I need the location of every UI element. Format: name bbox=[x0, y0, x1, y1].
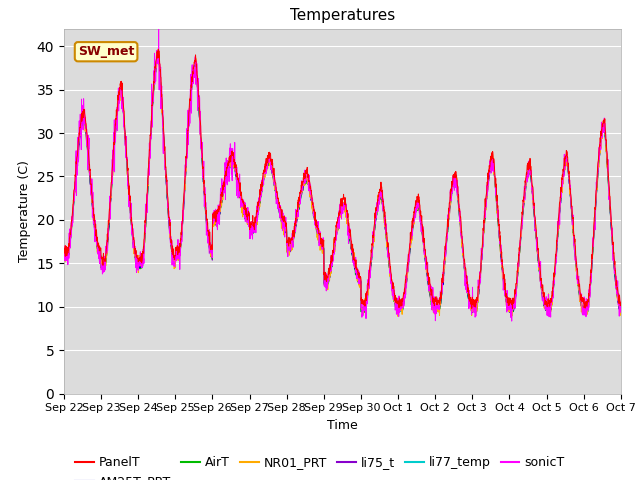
X-axis label: Time: Time bbox=[327, 419, 358, 432]
Title: Temperatures: Temperatures bbox=[290, 9, 395, 24]
Y-axis label: Temperature (C): Temperature (C) bbox=[18, 160, 31, 262]
Text: SW_met: SW_met bbox=[78, 45, 134, 58]
Legend: PanelT, AM25T_PRT, AirT, NR01_PRT, li75_t, li77_temp, sonicT: PanelT, AM25T_PRT, AirT, NR01_PRT, li75_… bbox=[70, 451, 570, 480]
